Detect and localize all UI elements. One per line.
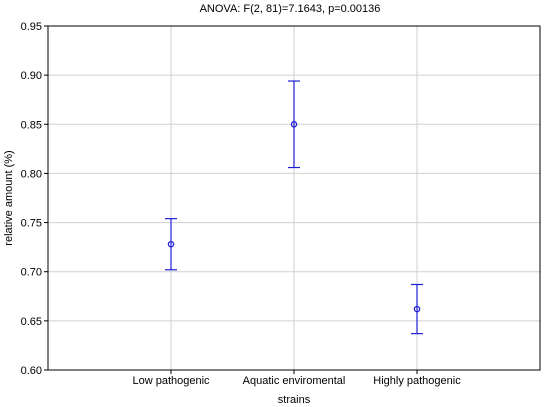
y-tick-label: 0.90 <box>21 70 42 82</box>
y-tick-label: 0.75 <box>21 218 42 230</box>
x-axis-label: strains <box>278 394 311 406</box>
y-tick-label: 0.80 <box>21 168 42 180</box>
x-tick-label: Aquatic enviromental <box>243 375 346 387</box>
x-tick-label: Highly pathogenic <box>373 375 461 387</box>
x-axis-ticks: Low pathogenic Aquatic enviromental Highly… <box>132 370 461 387</box>
mean-point <box>413 305 421 313</box>
y-tick-label: 0.85 <box>21 119 42 131</box>
x-tick-label: Low pathogenic <box>132 375 210 387</box>
y-tick-label: 0.95 <box>21 21 42 33</box>
y-tick-label: 0.70 <box>21 267 42 279</box>
y-tick-label: 0.60 <box>21 365 42 377</box>
mean-point <box>290 121 298 128</box>
y-axis-ticks: 0.60 0.65 0.70 0.75 0.80 0.85 0.90 0.95 <box>21 21 48 377</box>
y-tick-label: 0.65 <box>21 316 42 328</box>
mean-point <box>167 240 175 248</box>
means-series <box>165 80 423 335</box>
y-axis-label: relative amount (%) <box>3 150 15 245</box>
chart-title: ANOVA: F(2, 81)=7.1643, p=0.00136 <box>200 3 381 15</box>
grid-layer <box>48 25 540 371</box>
